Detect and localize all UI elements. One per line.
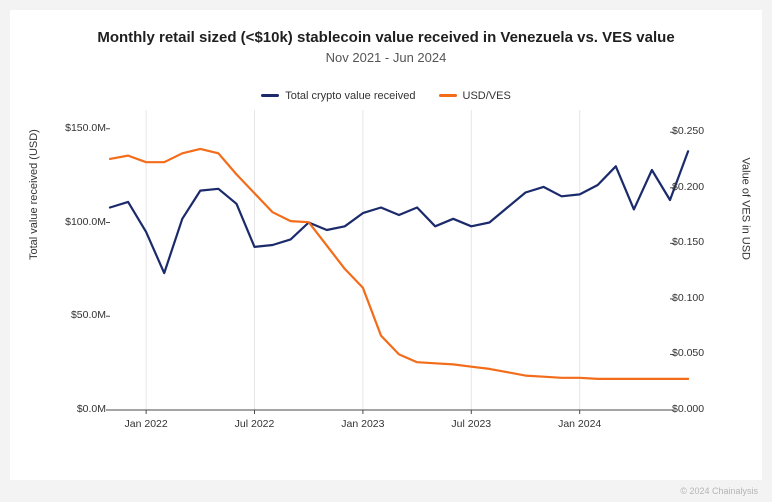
x-tick-label: Jul 2022 [235,418,275,430]
legend-item-usdves: USD/VES [439,90,511,102]
y-right-axis-label: Value of VES in USD [740,157,752,260]
y-right-tick-label: $0.200 [672,181,704,193]
y-right-tick-label: $0.150 [672,236,704,248]
legend-label-usdves: USD/VES [463,90,511,102]
x-tick-label: Jul 2023 [451,418,491,430]
y-right-tick-label: $0.250 [672,125,704,137]
legend-swatch-crypto [261,94,279,97]
title-block: Monthly retail sized (<$10k) stablecoin … [10,28,762,65]
y-left-tick-label: $100.0M [26,216,106,228]
y-right-tick-label: $0.000 [672,403,704,415]
chart-title: Monthly retail sized (<$10k) stablecoin … [10,28,762,48]
plot-area [110,110,670,410]
x-tick-label: Jan 2024 [558,418,601,430]
y-right-tick-label: $0.050 [672,347,704,359]
footer-credit: © 2024 Chainalysis [680,486,758,496]
chart-subtitle: Nov 2021 - Jun 2024 [10,50,762,65]
y-left-tick-label: $150.0M [26,122,106,134]
x-tick-label: Jan 2023 [341,418,384,430]
y-left-axis-label: Total value received (USD) [28,129,40,260]
legend-label-crypto: Total crypto value received [285,90,415,102]
y-left-tick-label: $0.0M [26,403,106,415]
y-left-tick-label: $50.0M [26,309,106,321]
legend-swatch-usdves [439,94,457,97]
legend-item-crypto: Total crypto value received [261,90,415,102]
line-chart-svg [110,110,670,410]
y-right-tick-label: $0.100 [672,292,704,304]
chart-card: Monthly retail sized (<$10k) stablecoin … [10,10,762,480]
legend: Total crypto value received USD/VES [10,88,762,102]
x-tick-label: Jan 2022 [125,418,168,430]
